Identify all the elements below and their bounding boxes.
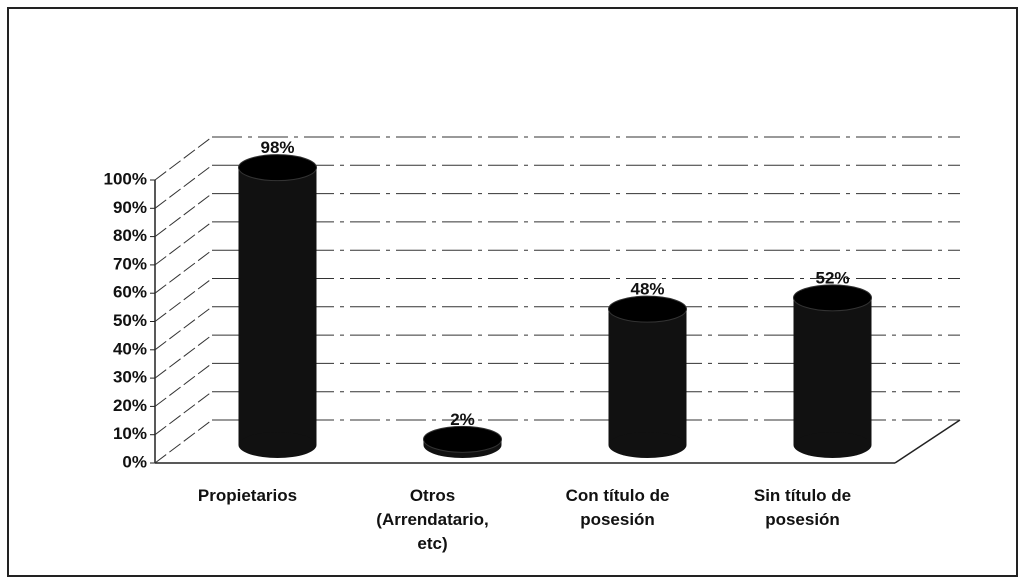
- grid-line: [154, 136, 213, 181]
- bar-body: [793, 297, 872, 445]
- grid-line: [154, 391, 213, 436]
- frame: [7, 7, 1018, 577]
- bar-base: [608, 432, 687, 458]
- y-tick-label: 70%: [113, 254, 147, 273]
- y-tick-label: 100%: [104, 169, 147, 188]
- y-tick-label: 90%: [113, 198, 147, 217]
- y-tick-label: 20%: [113, 396, 147, 415]
- bar-top: [423, 425, 502, 453]
- y-tick-label: 10%: [113, 424, 147, 443]
- y-tick-label: 50%: [113, 311, 147, 330]
- y-tick-label: 60%: [113, 283, 147, 302]
- x-tick-label: Otros (Arrendatario, etc): [376, 486, 489, 553]
- grid-line: [154, 278, 213, 322]
- value-label: 2%: [450, 410, 475, 429]
- grid-line: [154, 193, 213, 237]
- y-tick-label: 80%: [113, 226, 147, 245]
- axis: [894, 419, 961, 464]
- bar-top: [608, 295, 687, 323]
- y-tick-label: 0%: [122, 452, 147, 471]
- x-tick-label: Propietarios: [197, 486, 298, 505]
- grid-line: [154, 306, 213, 351]
- x-tick-label: Con título de posesión: [565, 486, 670, 529]
- bar-base: [793, 432, 872, 458]
- value-label: 48%: [630, 280, 664, 299]
- y-tick-label: 40%: [113, 339, 147, 358]
- value-label: 52%: [815, 268, 849, 287]
- grid-line: [154, 334, 213, 379]
- value-label: 98%: [260, 138, 294, 157]
- grid-line: [154, 249, 213, 294]
- bar-body: [608, 309, 687, 445]
- bar-body: [238, 167, 317, 445]
- grid-line: [154, 419, 213, 464]
- bar-base: [238, 432, 317, 458]
- x-tick-label: Sin título de posesión: [753, 486, 852, 529]
- bar-top: [238, 154, 317, 182]
- grid-line: [154, 164, 213, 209]
- grid-line: [154, 221, 213, 266]
- bar-top: [793, 284, 872, 312]
- grid-line: [154, 363, 213, 407]
- y-tick-label: 30%: [113, 368, 147, 387]
